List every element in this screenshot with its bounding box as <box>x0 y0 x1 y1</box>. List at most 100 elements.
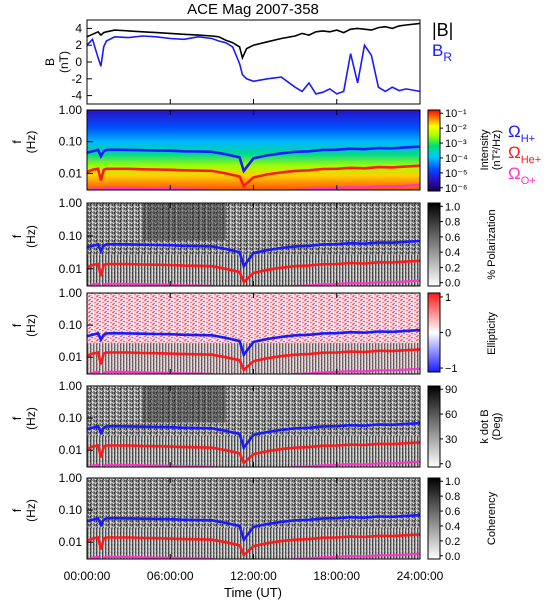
f-y-tick-label: 0.01 <box>59 166 83 180</box>
colorbar-tick-label: 1 <box>445 292 451 304</box>
series-lines <box>87 22 420 559</box>
spectrogram-dark-region <box>142 386 226 423</box>
gyro-line-o-panel1 <box>87 183 420 190</box>
colorbar-3 <box>427 292 441 373</box>
gyro-line-h-panel2 <box>87 239 420 270</box>
colorbar-tick-label: 1.0 <box>445 476 460 488</box>
colorbar-4 <box>427 385 441 468</box>
series-line-b-r <box>87 35 420 95</box>
f-y-tick-label: 0.10 <box>59 135 83 149</box>
colorbar-tick-label: 0.6 <box>445 232 460 244</box>
legend-h-plus: ΩH+ <box>508 122 535 145</box>
f-y-axis-label: f <box>10 140 24 144</box>
colorbar-tick-label: 10⁻² <box>445 123 467 135</box>
b-y-tick-label: -4 <box>71 89 82 103</box>
legend-he-plus: ΩHe+ <box>508 143 541 166</box>
f-y-tick-label: 1.00 <box>59 471 83 485</box>
f-y-tick-label: 1.00 <box>59 379 83 393</box>
colorbar-tick-label: 0 <box>445 328 451 340</box>
f-y-axis-unit: (Hz) <box>24 131 38 154</box>
gyro-line-h-panel4 <box>87 421 420 451</box>
gyro-line-o-panel3 <box>87 367 420 374</box>
colorbar-tick-label: −1 <box>445 363 458 375</box>
colorbar-tick-label: 0.8 <box>445 217 460 229</box>
colorbar-tick-label: 10⁻³ <box>445 138 467 150</box>
colorbar-unit: (nT²/Hz) <box>491 130 503 170</box>
b-y-tick-label: 2 <box>75 38 82 52</box>
b-y-tick-label: 4 <box>75 21 82 35</box>
legend-o-sub: O+ <box>521 175 536 187</box>
b-y-tick-label: -2 <box>71 72 82 86</box>
colorbar-tick-label: 60 <box>445 409 457 421</box>
colorbar-5 <box>427 477 441 560</box>
colorbar-tick-label: 10⁻⁴ <box>445 153 468 165</box>
spectrogram-low-freq-band <box>87 436 420 467</box>
colorbar-tick-label: 0 <box>445 459 451 471</box>
b-y-axis-unit: (nT) <box>57 51 71 73</box>
gyro-line-he-panel5 <box>87 533 420 558</box>
gyro-line-o-panel4 <box>87 460 420 467</box>
legend-b-r-sub: R <box>443 50 452 64</box>
f-y-tick-label: 0.01 <box>59 350 83 364</box>
f-y-tick-label: 1.00 <box>59 286 83 300</box>
f-y-axis-unit: (Hz) <box>24 314 38 337</box>
x-tick-label: 18:00:00 <box>313 569 360 583</box>
colorbar-label: Ellipticity <box>486 312 498 355</box>
colorbar-tick-label: 0.2 <box>445 262 460 274</box>
gyro-line-he-panel3 <box>87 348 420 373</box>
legend-he-main: Ω <box>508 143 521 162</box>
colorbar-tick-label: 1.0 <box>445 201 460 213</box>
colorbar-1 <box>427 109 441 192</box>
f-y-axis-label: f <box>10 323 24 327</box>
chart-title: ACE Mag 2007-358 <box>187 1 319 18</box>
f-y-axis-unit: (Hz) <box>24 225 38 248</box>
colorbar-unit: (Deg) <box>491 413 503 441</box>
f-y-axis-label: f <box>10 508 24 512</box>
f-y-tick-label: 0.10 <box>59 503 83 517</box>
f-y-tick-label: 1.00 <box>59 196 83 210</box>
gyro-line-he-panel4 <box>87 441 420 466</box>
x-tick-label: 12:00:00 <box>230 569 277 583</box>
x-tick-label: 00:00:00 <box>64 569 111 583</box>
f-y-tick-label: 0.01 <box>59 262 83 276</box>
x-tick-label: 06:00:00 <box>147 569 194 583</box>
x-axis-label: Time (UT) <box>224 585 282 600</box>
axes: 420-2-4B (nT)1.000.100.01f (Hz)10⁻¹10⁻²10⁻… <box>10 19 503 583</box>
f-y-tick-label: 0.10 <box>59 411 83 425</box>
f-y-axis-unit: (Hz) <box>24 407 38 430</box>
legend-h-main: Ω <box>508 122 521 141</box>
colorbar-tick-label: 30 <box>445 434 457 446</box>
colorbar-tick-label: 0.4 <box>445 247 460 259</box>
f-y-tick-label: 0.10 <box>59 318 83 332</box>
legend-he-sub: He+ <box>521 154 542 166</box>
legend-h-sub: H+ <box>521 133 535 145</box>
colorbar-tick-label: 0.6 <box>445 506 460 518</box>
colorbar-tick-label: 0.2 <box>445 536 460 548</box>
gyro-line-he-panel1 <box>87 164 420 189</box>
colorbar-tick-label: 10⁻¹ <box>445 108 467 120</box>
x-tick-label: 24:00:00 <box>397 569 444 583</box>
f-y-tick-label: 0.01 <box>59 443 83 457</box>
f-y-axis-label: f <box>10 416 24 420</box>
colorbar-label: % Polarization <box>486 209 498 279</box>
colorbar-tick-label: 0.0 <box>445 551 460 563</box>
colorbar-tick-label: 0.8 <box>445 491 460 503</box>
gyro-line-h-panel3 <box>87 328 420 358</box>
gyro-line-o-panel5 <box>87 552 420 559</box>
legend-b-total: |B| <box>432 20 453 40</box>
colorbar-label: Intensity <box>479 129 491 170</box>
gyro-line-h-panel5 <box>87 513 420 543</box>
colorbar-tick-label: 10⁻⁵ <box>445 168 468 180</box>
legend-b-r-main: B <box>432 41 443 60</box>
f-y-tick-label: 0.10 <box>59 229 83 243</box>
legend-b-r: BR <box>432 41 452 64</box>
gyro-line-h-panel1 <box>87 145 420 174</box>
colorbar-2 <box>427 202 441 287</box>
colorbar-label: k dot B <box>479 409 491 443</box>
colorbar-label: Coherency <box>486 491 498 545</box>
b-y-axis-label: B <box>43 58 57 66</box>
spectrogram-low-freq-band <box>87 528 420 559</box>
spectrogram-dark-region <box>142 203 226 241</box>
series-line-b-total <box>87 22 420 61</box>
